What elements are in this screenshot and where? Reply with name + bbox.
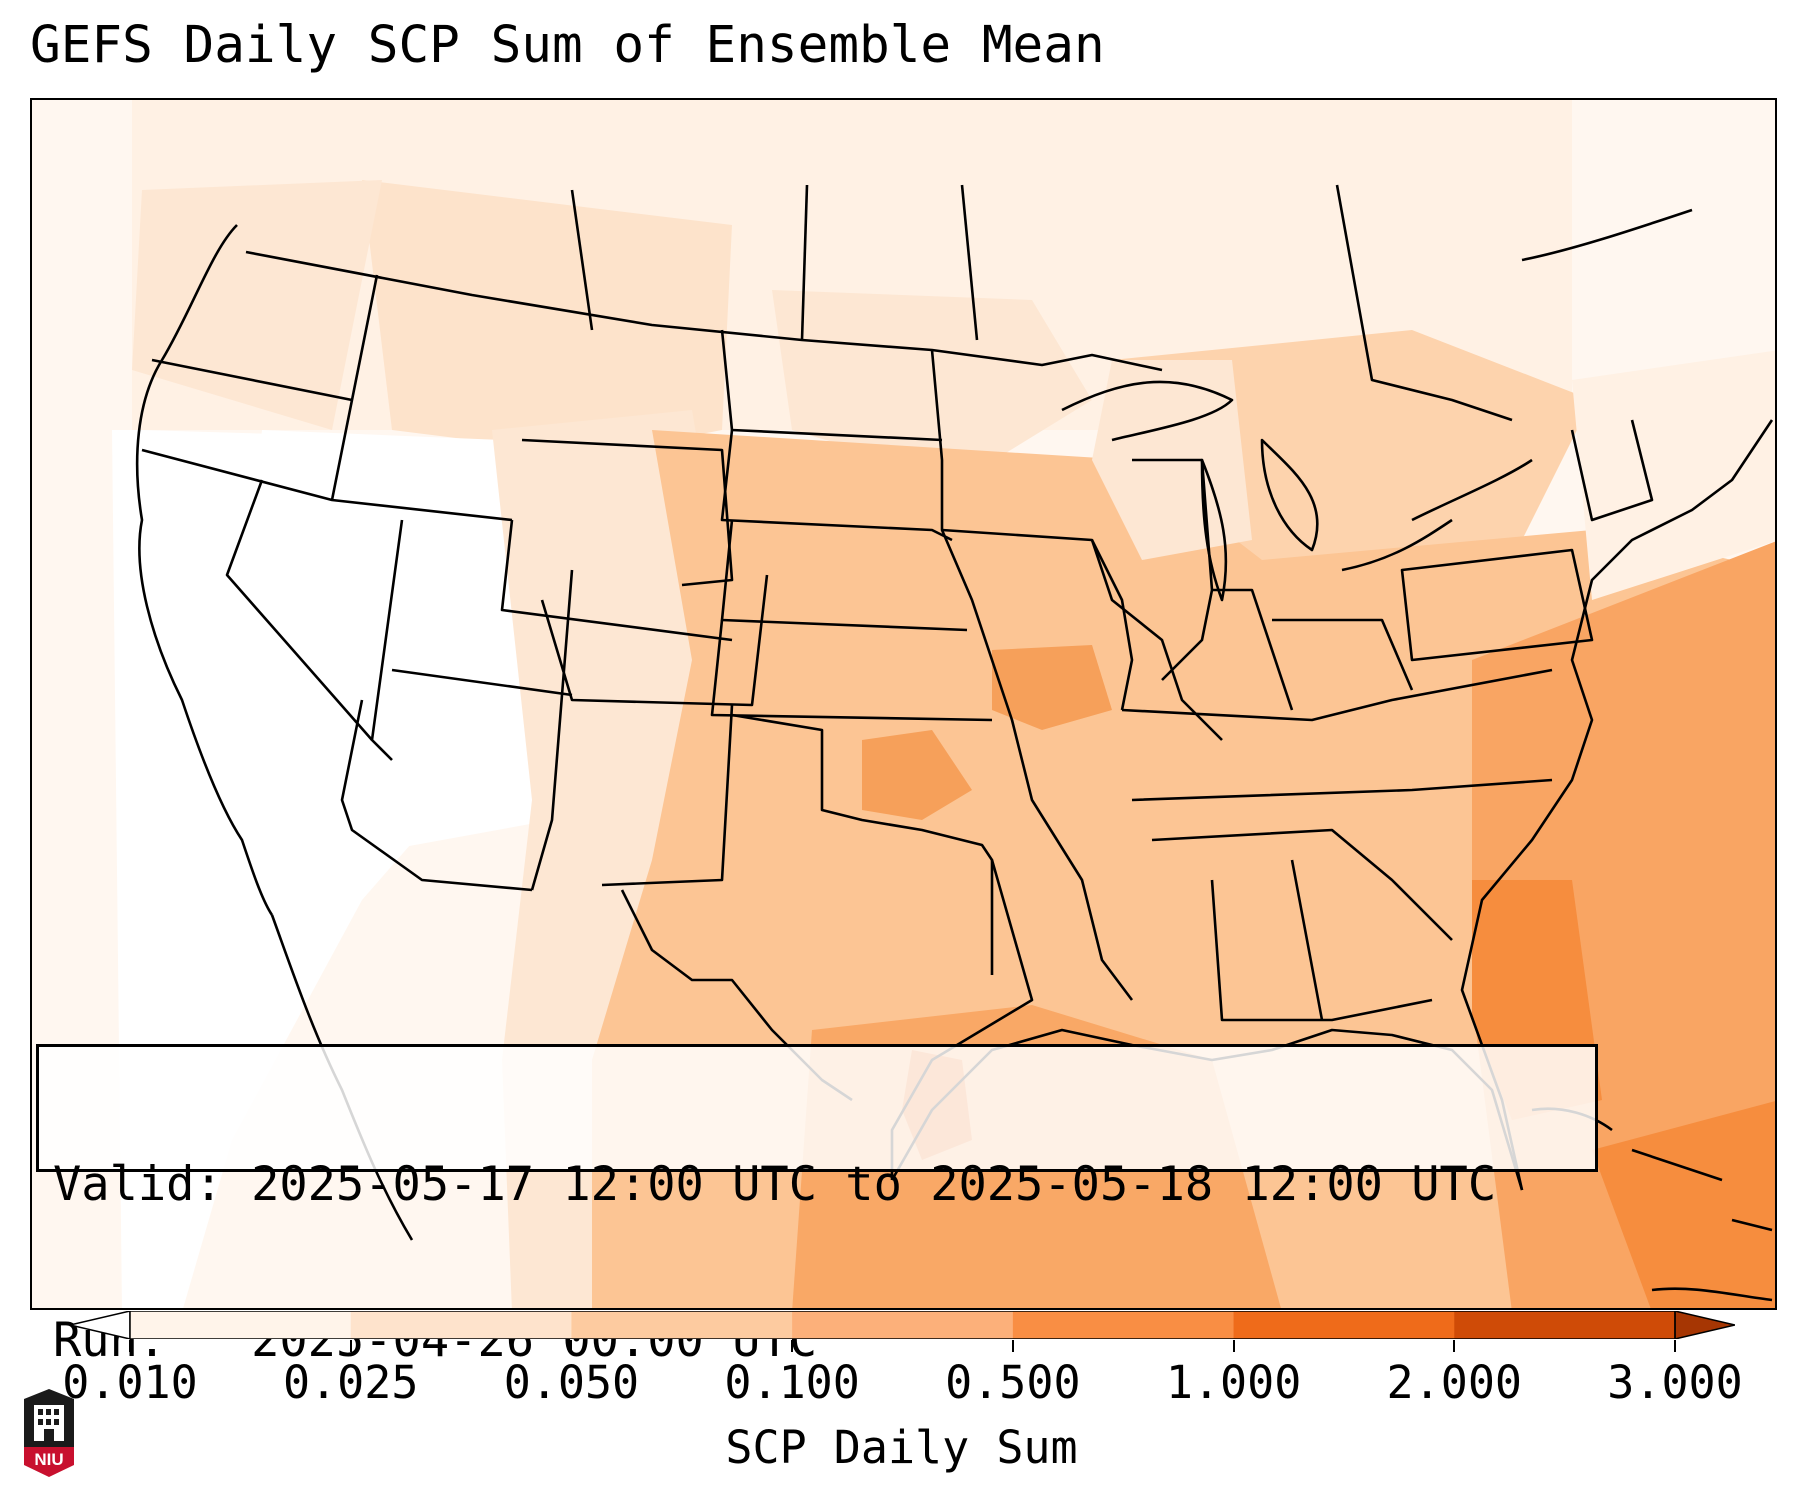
- colorbar-tick-label: 0.100: [724, 1356, 860, 1409]
- niu-logo: NIU: [24, 1389, 74, 1477]
- colorbar-extend-low: [70, 1311, 131, 1339]
- colorbar-tick-label: 0.010: [62, 1356, 198, 1409]
- colorbar-label: SCP Daily Sum: [725, 1421, 1078, 1474]
- colorbar-tick-label: 3.000: [1607, 1356, 1743, 1409]
- colorbar-tick-label: 0.025: [282, 1356, 419, 1409]
- colorbar-segments: [130, 1311, 1676, 1339]
- valid-label: Valid:: [53, 1157, 223, 1212]
- info-box: Valid: 2025-05-17 12:00 UTC to 2025-05-1…: [36, 1044, 1598, 1367]
- colorbar-tick-mark: [791, 1340, 794, 1352]
- colorbar-segment: [130, 1311, 352, 1339]
- colorbar-tick-mark: [1674, 1340, 1676, 1352]
- colorbar-tick-mark: [129, 1340, 131, 1352]
- colorbar-tick-mark: [1232, 1340, 1235, 1352]
- colorbar-extend-high: [1674, 1311, 1735, 1339]
- colorbar-ticks: [0, 1340, 1803, 1360]
- colorbar-tick-label: 2.000: [1386, 1356, 1523, 1409]
- colorbar-tick-mark: [1453, 1340, 1456, 1352]
- colorbar-tick-label: 0.050: [503, 1356, 640, 1409]
- colorbar-segment: [792, 1311, 1014, 1339]
- valid-row: Valid: 2025-05-17 12:00 UTC to 2025-05-1…: [53, 1159, 1595, 1211]
- colorbar-tick-label: 0.500: [945, 1356, 1081, 1409]
- colorbar-segment: [1233, 1311, 1455, 1339]
- colorbar-segment: [571, 1311, 793, 1339]
- colorbar-tick-mark: [570, 1340, 573, 1352]
- colorbar-segment: [350, 1311, 572, 1339]
- valid-value: 2025-05-17 12:00 UTC to 2025-05-18 12:00…: [251, 1157, 1497, 1212]
- colorbar-segment: [1454, 1311, 1676, 1339]
- colorbar: [70, 1311, 1735, 1339]
- colorbar-segment: [1012, 1311, 1235, 1339]
- colorbar-tick-mark: [1011, 1340, 1014, 1352]
- colorbar-tick-mark: [349, 1340, 352, 1352]
- niu-logo-text: NIU: [34, 1450, 63, 1469]
- page-title: GEFS Daily SCP Sum of Ensemble Mean: [30, 16, 1105, 75]
- state-boundaries: [135, 184, 1774, 1241]
- colorbar-tick-label: 1.000: [1165, 1356, 1302, 1409]
